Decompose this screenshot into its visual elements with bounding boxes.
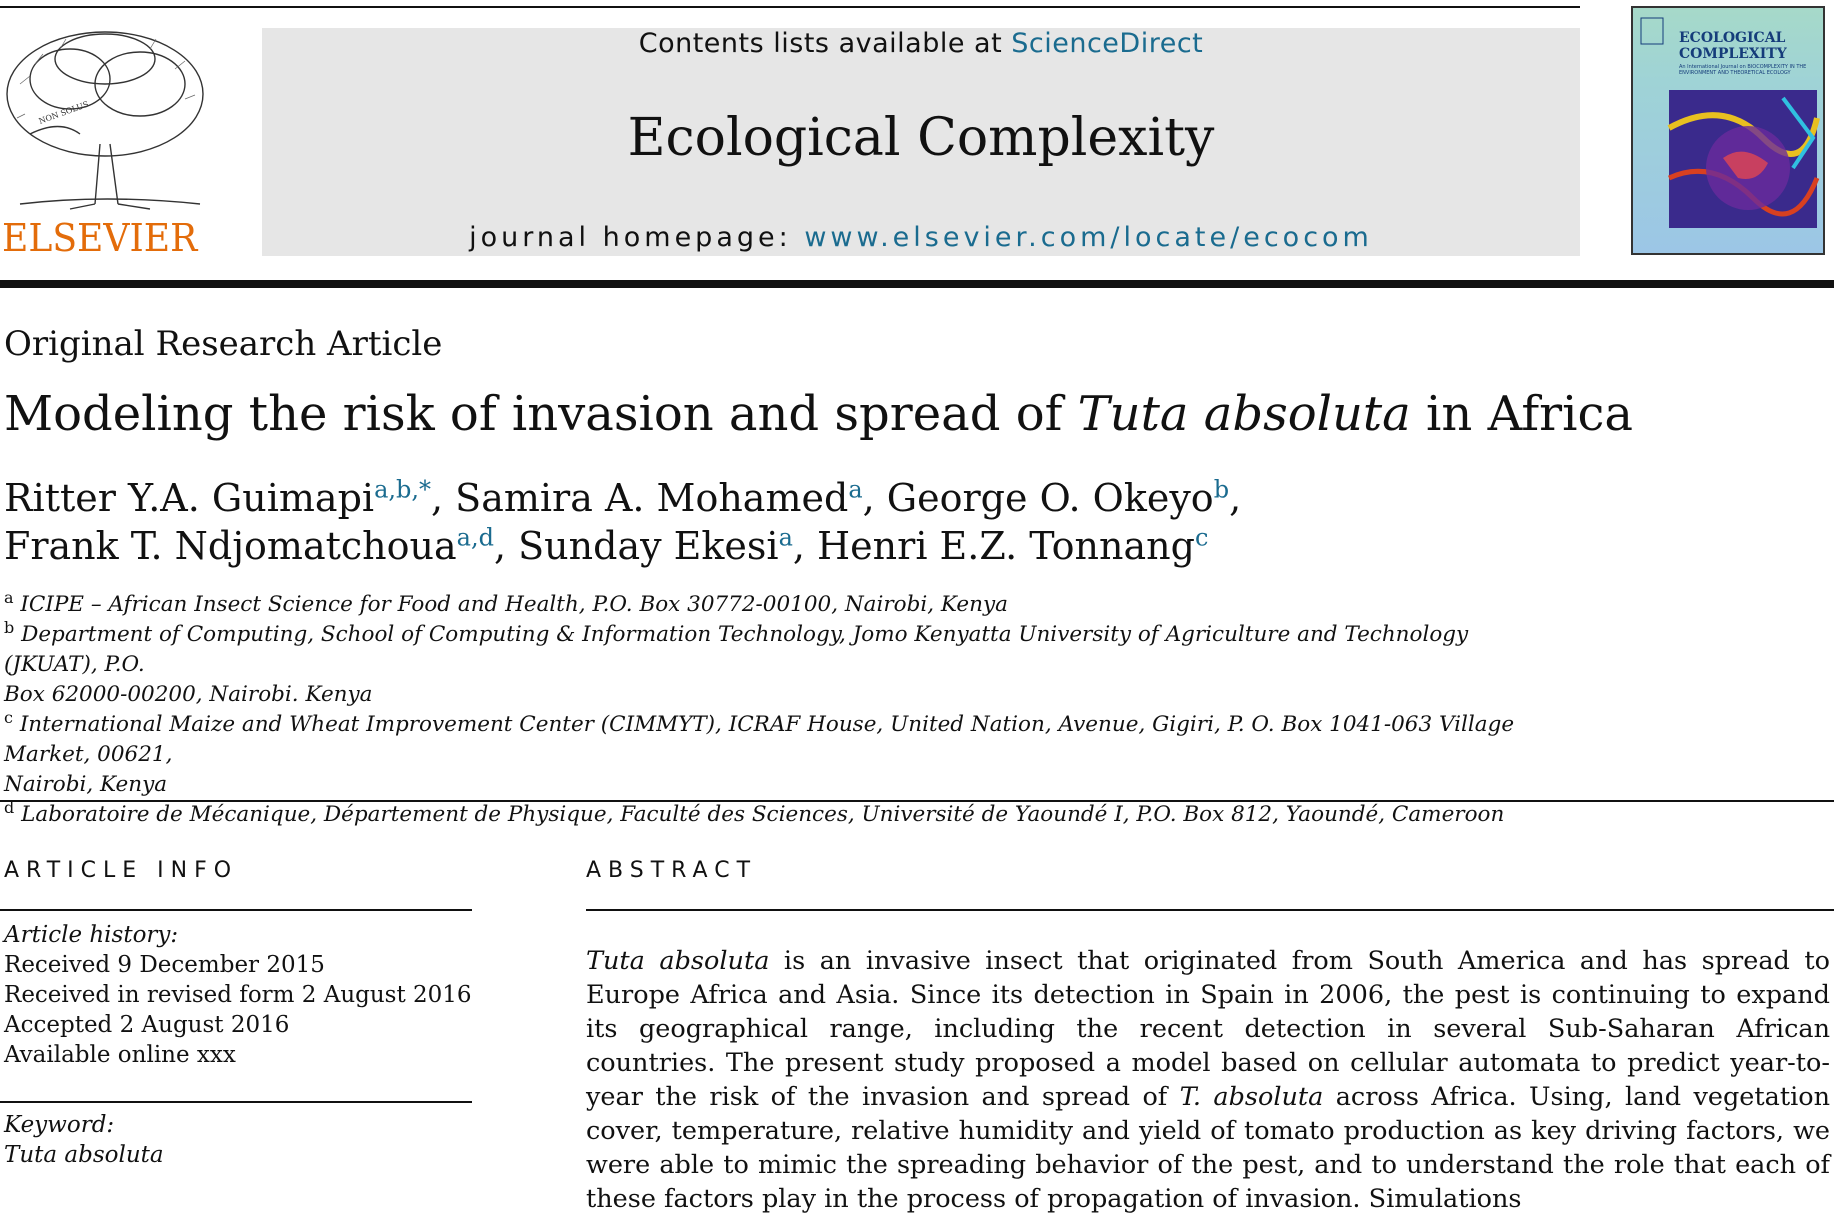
abstract-body: is an invasive insect that originated fr…: [586, 946, 1830, 1112]
cover-subtitle: An International Journal on BIOCOMPLEXIT…: [1679, 64, 1807, 76]
title-pre: Modeling the risk of invasion and spread…: [4, 386, 1078, 442]
history-item: Available online xxx: [4, 1042, 236, 1068]
affiliation-text: ICIPE – African Insect Science for Food …: [20, 592, 1008, 617]
abstract-rule: [586, 909, 1834, 911]
section-divider: [0, 800, 1834, 802]
author-affil-link[interactable]: b: [1213, 475, 1230, 504]
top-rule: [0, 6, 1580, 8]
affiliation-c: c International Maize and Wheat Improvem…: [4, 707, 1564, 800]
cover-title-line1: ECOLOGICAL: [1679, 30, 1786, 46]
contents-line: Contents lists available at ScienceDirec…: [262, 28, 1580, 59]
publisher-logo-text: ELSEVIER: [2, 216, 198, 260]
journal-cover-image: ECOLOGICAL COMPLEXITY An International Jo…: [1631, 6, 1825, 255]
homepage-link[interactable]: www.elsevier.com/locate/ecocom: [804, 222, 1373, 253]
journal-header-box: [262, 28, 1580, 256]
author-name[interactable]: Samira A. Mohamed: [455, 476, 849, 520]
keyword-rule: [0, 1101, 472, 1103]
author-name[interactable]: George O. Okeyo: [886, 476, 1214, 520]
author-separator: ,: [493, 524, 519, 568]
author-affil-link[interactable]: a: [848, 475, 863, 504]
author-affil-link[interactable]: a,d: [456, 523, 494, 552]
cover-title: ECOLOGICAL COMPLEXITY: [1679, 30, 1787, 62]
abstract-heading: ABSTRACT: [586, 858, 758, 883]
history-item: Received in revised form 2 August 2016: [4, 982, 472, 1008]
keyword-label: Keyword:: [4, 1112, 115, 1138]
history-label: Article history:: [4, 922, 179, 948]
homepage-prefix: journal homepage:: [469, 222, 805, 253]
abstract-species-short: T. absoluta: [1179, 1082, 1324, 1112]
affiliation-text: Laboratoire de Mécanique, Département de…: [21, 802, 1505, 827]
keywords: Keyword: Tuta absoluta: [4, 1110, 164, 1170]
affiliation-key: b: [4, 617, 15, 637]
elsevier-tree-logo: NON SOLUS: [0, 24, 215, 264]
history-item: Received 9 December 2015: [4, 952, 325, 978]
affiliation-d: d Laboratoire de Mécanique, Département …: [4, 797, 1564, 830]
affiliation-b: b Department of Computing, School of Com…: [4, 617, 1564, 710]
sciencedirect-link[interactable]: ScienceDirect: [1011, 28, 1204, 59]
header-divider: [0, 280, 1834, 288]
title-post: in Africa: [1410, 386, 1633, 442]
affiliation-text-cont: Box 62000-00200, Nairobi. Kenya: [4, 682, 373, 707]
article-type: Original Research Article: [4, 324, 443, 364]
author-affil-link[interactable]: a: [778, 523, 793, 552]
title-italic: Tuta absoluta: [1077, 386, 1411, 442]
affiliation-key: c: [4, 707, 13, 727]
affiliation-key: a: [4, 587, 14, 607]
author-affil-link[interactable]: a,b,*: [374, 475, 431, 504]
keyword-item: Tuta absoluta: [4, 1142, 164, 1168]
author-separator: ,: [862, 476, 887, 520]
article-info-heading: ARTICLE INFO: [4, 858, 239, 883]
abstract-text: Tuta absoluta is an invasive insect that…: [586, 944, 1830, 1216]
affiliation-text: International Maize and Wheat Improvemen…: [4, 712, 1515, 767]
journal-title: Ecological Complexity: [627, 108, 1215, 168]
affiliation-text: Department of Computing, School of Compu…: [4, 622, 1469, 677]
author-separator: ,: [792, 524, 818, 568]
author-name[interactable]: Ritter Y.A. Guimapi: [4, 476, 375, 520]
author-name[interactable]: Frank T. Ndjomatchoua: [4, 524, 457, 568]
author-name[interactable]: Sunday Ekesi: [518, 524, 779, 568]
affiliation-key: d: [4, 797, 15, 817]
article-info-rule: [0, 909, 472, 911]
contents-prefix: Contents lists available at: [638, 28, 1012, 59]
article-title: Modeling the risk of invasion and spread…: [4, 386, 1633, 442]
homepage-line: journal homepage: www.elsevier.com/locat…: [262, 222, 1580, 253]
author-name[interactable]: Henri E.Z. Tonnang: [817, 524, 1195, 568]
abstract-species: Tuta absoluta: [586, 946, 770, 976]
history-item: Accepted 2 August 2016: [4, 1012, 290, 1038]
cover-title-line2: COMPLEXITY: [1679, 46, 1787, 62]
affiliation-text-cont: Nairobi, Kenya: [4, 772, 168, 797]
author-separator: ,: [431, 476, 456, 520]
author-separator: ,: [1229, 476, 1242, 520]
affiliations: a ICIPE – African Insect Science for Foo…: [4, 587, 1564, 830]
author-list: Ritter Y.A. Guimapia,b,*, Samira A. Moha…: [4, 474, 1241, 570]
article-history: Article history: Received 9 December 201…: [4, 920, 472, 1070]
affiliation-a: a ICIPE – African Insect Science for Foo…: [4, 587, 1564, 620]
author-affil-link[interactable]: c: [1194, 523, 1209, 552]
